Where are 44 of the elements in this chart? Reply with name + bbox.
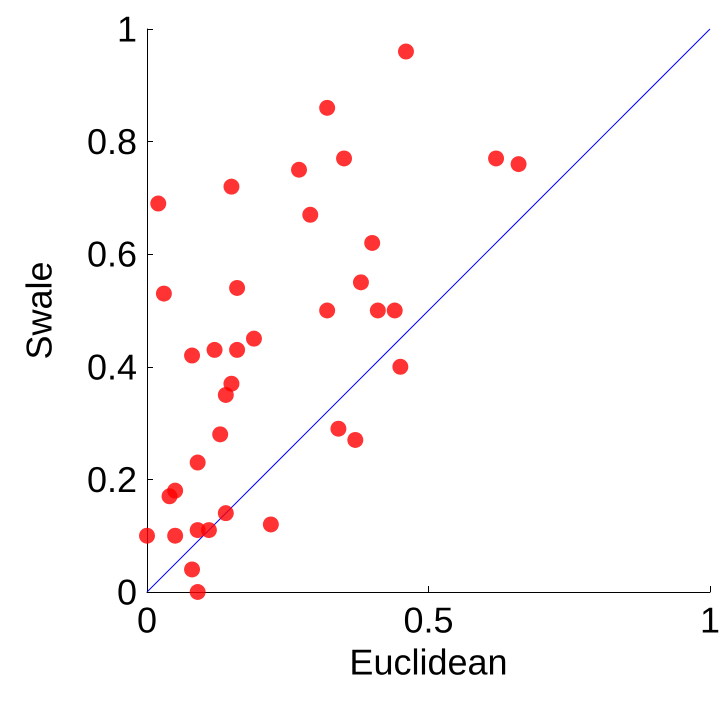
point — [488, 150, 504, 166]
x-tick-label: 1 — [700, 600, 720, 640]
point — [200, 522, 217, 538]
point — [392, 358, 408, 375]
y-tick-label: 1 — [116, 8, 137, 50]
point — [139, 528, 155, 544]
point — [190, 584, 206, 600]
point — [156, 286, 172, 302]
y-axis-title: Swale — [18, 261, 60, 360]
point — [262, 516, 279, 532]
point — [352, 274, 369, 290]
point — [212, 426, 228, 442]
y-tick-label: 0.4 — [86, 346, 137, 388]
y-tick-label: 0.2 — [86, 458, 137, 500]
point — [218, 505, 234, 522]
y-tick-label: 0 — [116, 572, 137, 612]
point — [302, 206, 318, 223]
y-tick-label: 0.8 — [86, 121, 137, 162]
point — [319, 302, 336, 318]
point — [364, 234, 380, 251]
point — [330, 420, 346, 437]
point — [223, 178, 240, 195]
point — [319, 100, 336, 116]
point — [218, 386, 234, 403]
point — [190, 454, 206, 471]
x-tick-label: 0.5 — [403, 600, 454, 640]
point — [291, 162, 308, 178]
point — [370, 302, 386, 318]
point — [167, 528, 184, 544]
point — [184, 348, 200, 364]
point — [336, 150, 352, 166]
point — [150, 196, 166, 212]
point — [398, 44, 414, 60]
point — [184, 561, 200, 578]
point — [246, 330, 262, 347]
x-axis-title: Euclidean — [349, 642, 508, 682]
point — [386, 302, 403, 318]
point — [347, 432, 364, 448]
point — [206, 342, 223, 358]
point — [510, 156, 527, 172]
y-tick-label: 0.6 — [86, 234, 137, 275]
point — [229, 342, 246, 358]
point — [229, 280, 246, 296]
point — [162, 488, 178, 504]
